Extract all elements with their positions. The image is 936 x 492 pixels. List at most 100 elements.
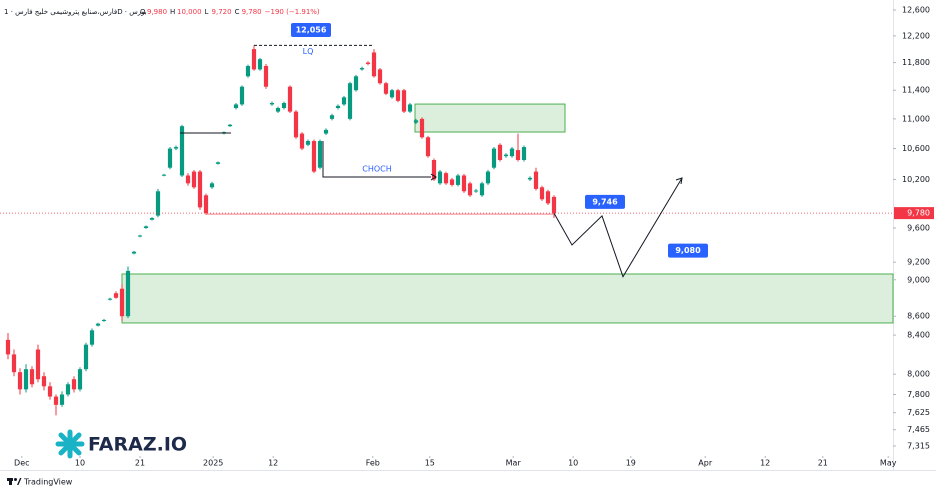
- candle-body: [197, 171, 203, 208]
- x-tick-label: Mar: [506, 459, 522, 468]
- candle-body: [521, 147, 527, 160]
- candle-body: [491, 148, 497, 168]
- legend-value: 10,000: [177, 8, 202, 16]
- candle-body: [287, 86, 293, 112]
- candle-body: [143, 226, 149, 229]
- price-label: 9,780: [907, 209, 930, 218]
- legend-key: C: [235, 8, 240, 16]
- candle-body: [53, 396, 59, 405]
- candle-body: [251, 49, 257, 70]
- candle-body: [395, 90, 401, 101]
- y-tick-label: 9,600: [907, 224, 930, 233]
- watermark-logo: [55, 429, 85, 459]
- target-1-box: [585, 194, 625, 209]
- axes: 12,600 12,200 11,800 11,400 11,000 10,600 10,2…: [14, 5, 934, 468]
- candle-body: [71, 379, 77, 390]
- candle-body: [95, 323, 101, 326]
- y-tick-label: 8,600: [907, 312, 930, 321]
- liquidity-text: LQ: [303, 47, 314, 56]
- candle-body: [527, 177, 533, 180]
- candle-body: [83, 344, 89, 370]
- projection-arrow: [675, 177, 683, 185]
- candle-body: [11, 354, 17, 373]
- candle-body: [227, 124, 233, 127]
- candle-body: [59, 394, 65, 405]
- candle-body: [299, 133, 305, 149]
- candle-body: [449, 179, 455, 185]
- symbol: فارس،صنایع پتروشیمی خلیج فارس · 1D · بور…: [4, 8, 147, 16]
- y-tick-label: 9,000: [907, 275, 930, 284]
- candle-body: [413, 120, 419, 123]
- watermark-text: FARAZ.IO: [88, 434, 187, 456]
- y-tick-label: 11,800: [902, 58, 930, 67]
- y-tick-label: 10,600: [902, 144, 930, 153]
- liquidity-label: 12,056: [296, 26, 327, 35]
- candle-body: [317, 141, 323, 168]
- candle-body: [437, 171, 443, 184]
- candle-body: [89, 330, 95, 345]
- y-tick-label: 7,465: [907, 425, 930, 434]
- candle-body: [191, 171, 197, 188]
- y-tick-label: 10,200: [902, 175, 930, 184]
- y-tick-label: 12,600: [902, 5, 930, 14]
- legend-change: −190 (−1.91%): [265, 8, 320, 16]
- y-tick-label: 9,200: [907, 258, 930, 267]
- candle-body: [263, 65, 269, 87]
- candle-body: [161, 174, 167, 176]
- y-tick-label: 12,200: [902, 31, 930, 40]
- x-tick-label: 2025: [203, 459, 223, 468]
- candle-body: [275, 108, 281, 112]
- candle-body: [167, 148, 173, 168]
- candle-body: [509, 148, 515, 157]
- candle-body: [215, 162, 221, 164]
- legend-key: H: [170, 8, 175, 16]
- tradingview-logo: [7, 478, 22, 485]
- y-tick-label: 7,315: [907, 441, 930, 450]
- choch-text: CHOCH: [362, 165, 392, 174]
- liquidity-box: [291, 23, 331, 37]
- candle-body: [65, 384, 71, 395]
- demand-zone: [414, 103, 566, 133]
- legend-key: O: [140, 8, 146, 16]
- candle-body: [533, 171, 539, 189]
- candle-body: [281, 102, 287, 109]
- candle-body: [47, 386, 53, 397]
- candle-body: [443, 173, 449, 184]
- choch-line: [322, 141, 431, 178]
- candle-body: [203, 195, 209, 214]
- y-tick-label: 11,400: [902, 86, 930, 95]
- x-tick-label: Feb: [366, 459, 380, 468]
- legend-value: 9,980: [147, 8, 167, 16]
- candle-body: [365, 62, 371, 64]
- y-tick-label: 7,800: [907, 390, 930, 399]
- candle-body: [371, 52, 377, 77]
- candle-body: [383, 83, 389, 94]
- x-tick-label: Dec: [14, 459, 29, 468]
- y-tick-label: 11,000: [902, 114, 930, 123]
- candle-body: [125, 270, 131, 317]
- x-tick-label: 12: [268, 459, 278, 468]
- candle-body: [311, 141, 317, 172]
- choch-arrow: [430, 173, 437, 181]
- candle-body: [341, 97, 347, 105]
- candle-body: [173, 147, 179, 149]
- candle-body: [269, 102, 275, 105]
- candle-body: [77, 369, 83, 390]
- candle-body: [347, 83, 353, 119]
- candle-body: [419, 118, 425, 138]
- x-tick-label: 15: [425, 459, 435, 468]
- candle-body: [377, 69, 383, 84]
- legend-value: 9,780: [242, 8, 262, 16]
- candle-body: [131, 251, 137, 254]
- candle-body: [245, 65, 251, 77]
- candle-body: [401, 90, 407, 112]
- candle-body: [239, 86, 245, 105]
- candle-body: [305, 141, 311, 145]
- x-tick-label: 21: [135, 459, 145, 468]
- candle-body: [23, 369, 29, 390]
- candle-body: [335, 105, 341, 109]
- candle-body: [41, 376, 47, 387]
- candle-body: [329, 115, 335, 119]
